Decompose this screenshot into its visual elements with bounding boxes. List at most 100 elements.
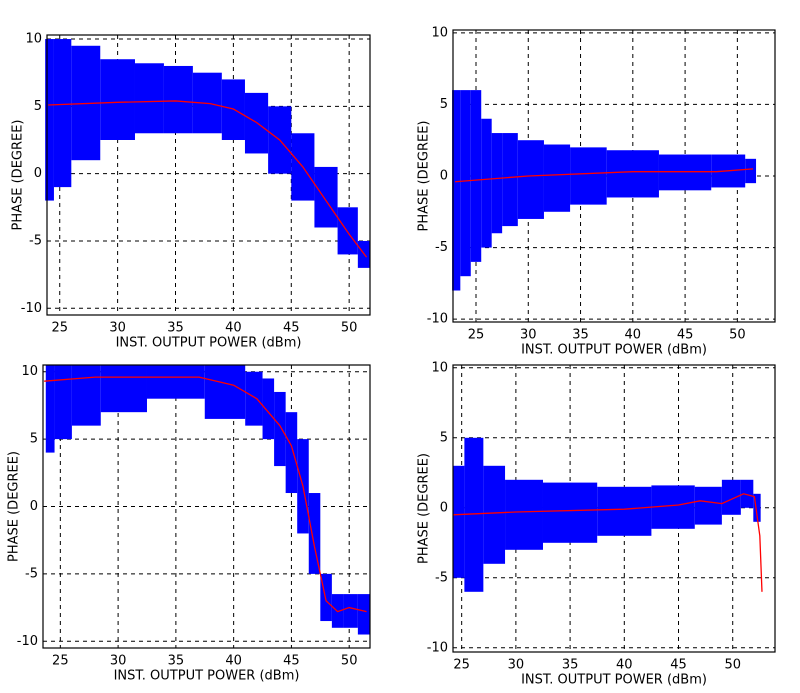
x-tick-label: 40 [225,321,242,336]
y-tick-label: -5 [435,570,448,585]
x-tick-label: 40 [225,654,242,669]
x-tick-label: 35 [167,321,184,336]
x-tick-label: 35 [168,654,185,669]
scatter-cloud [570,147,607,205]
x-tick-label: 40 [625,328,642,343]
y-tick-label: 0 [440,169,448,184]
trend-line [452,493,763,592]
y-axis-label: PHASE (DEGREE) [417,453,432,564]
scatter-cloud [460,90,471,277]
scatter-cloud [606,150,659,198]
scatter-cloud [481,118,492,248]
trend-line [48,100,368,258]
x-tick-label: 50 [729,328,746,343]
plot-frame [42,364,371,649]
scatter-cloud [745,158,757,184]
x-tick-label: 45 [677,328,694,343]
scatter-cloud [45,365,55,453]
y-tick-label: 0 [30,499,38,514]
y-tick-label: 10 [21,364,38,379]
scatter-cloud [740,479,754,508]
scatter-cloud [753,493,761,522]
y-tick-label: -5 [435,240,448,255]
x-axis-label: INST. OUTPUT POWER (dBm) [521,673,707,688]
scatter-cloud [134,63,164,134]
scatter-cloud [245,371,263,426]
x-axis-label: INST. OUTPUT POWER (dBm) [521,343,707,358]
scatter-cloud [262,378,275,440]
scatter-cloud [357,594,370,635]
y-tick-label: 0 [34,166,42,181]
plot-frame [46,34,371,316]
x-tick-label: 50 [724,658,741,673]
scatter-cloud [45,39,54,201]
scatter-cloud [71,365,101,426]
trend-line [44,376,367,613]
scatter-cloud [163,65,193,134]
x-axis-label: INST. OUTPUT POWER (dBm) [116,336,302,351]
x-tick-label: 50 [341,654,358,669]
y-tick-label: -10 [427,312,448,327]
y-tick-label: 5 [440,97,448,112]
scatter-cloud [464,437,484,592]
scatter-cloud [308,493,321,574]
scatter-cloud [502,133,518,227]
y-tick-label: -10 [21,301,42,316]
x-tick-label: 25 [468,328,485,343]
scatter-cloud [100,365,147,413]
scatter-cloud [452,90,461,291]
scatter-cloud [597,486,652,536]
x-axis-label: INST. OUTPUT POWER (dBm) [114,669,300,684]
x-tick-label: 45 [670,658,687,673]
x-tick-label: 25 [51,321,68,336]
y-axis-label: PHASE (DEGREE) [417,120,432,231]
y-axis-label: PHASE (DEGREE) [11,119,26,230]
y-tick-label: 5 [440,430,448,445]
scatter-cloud [694,486,722,525]
scatter-cloud [505,479,543,550]
x-tick-label: 25 [453,658,470,673]
plot-frame [452,29,776,323]
plot-frame [452,364,776,653]
scatter-cloud [314,166,338,228]
trend-line [455,168,754,183]
scatter-cloud [53,39,72,188]
scatter-cloud [470,90,482,262]
x-tick-label: 45 [283,654,300,669]
scatter-cloud [320,573,332,622]
scatter-cloud [721,479,741,515]
y-axis-label: PHASE (DEGREE) [7,451,22,562]
y-tick-label: -5 [25,566,38,581]
x-tick-label: 30 [110,654,127,669]
scatter-cloud [285,412,298,494]
y-tick-label: -10 [17,634,38,649]
x-tick-label: 30 [109,321,126,336]
x-tick-label: 30 [508,658,525,673]
scatter-cloud [517,140,544,219]
scatter-cloud [54,365,72,440]
scatter-cloud [453,465,465,578]
x-tick-label: 30 [520,328,537,343]
scatter-cloud [542,482,598,543]
y-tick-label: 5 [34,99,42,114]
x-tick-label: 45 [283,321,300,336]
x-tick-label: 35 [572,328,589,343]
scatter-cloud [491,133,503,234]
x-tick-label: 40 [616,658,633,673]
scatter-cloud [337,207,358,255]
y-tick-label: 10 [25,32,42,47]
y-tick-label: 0 [440,500,448,515]
scatter-cloud [343,594,358,628]
scatter-cloud [204,365,246,419]
y-tick-label: 10 [431,360,448,375]
scatter-cloud [543,144,571,212]
y-tick-label: -10 [427,640,448,655]
x-tick-label: 50 [341,321,358,336]
x-tick-label: 35 [562,658,579,673]
x-tick-label: 25 [52,654,69,669]
y-tick-label: -5 [29,233,42,248]
scatter-cloud [100,59,135,140]
scatter-cloud [483,465,506,564]
y-tick-label: 10 [431,25,448,40]
